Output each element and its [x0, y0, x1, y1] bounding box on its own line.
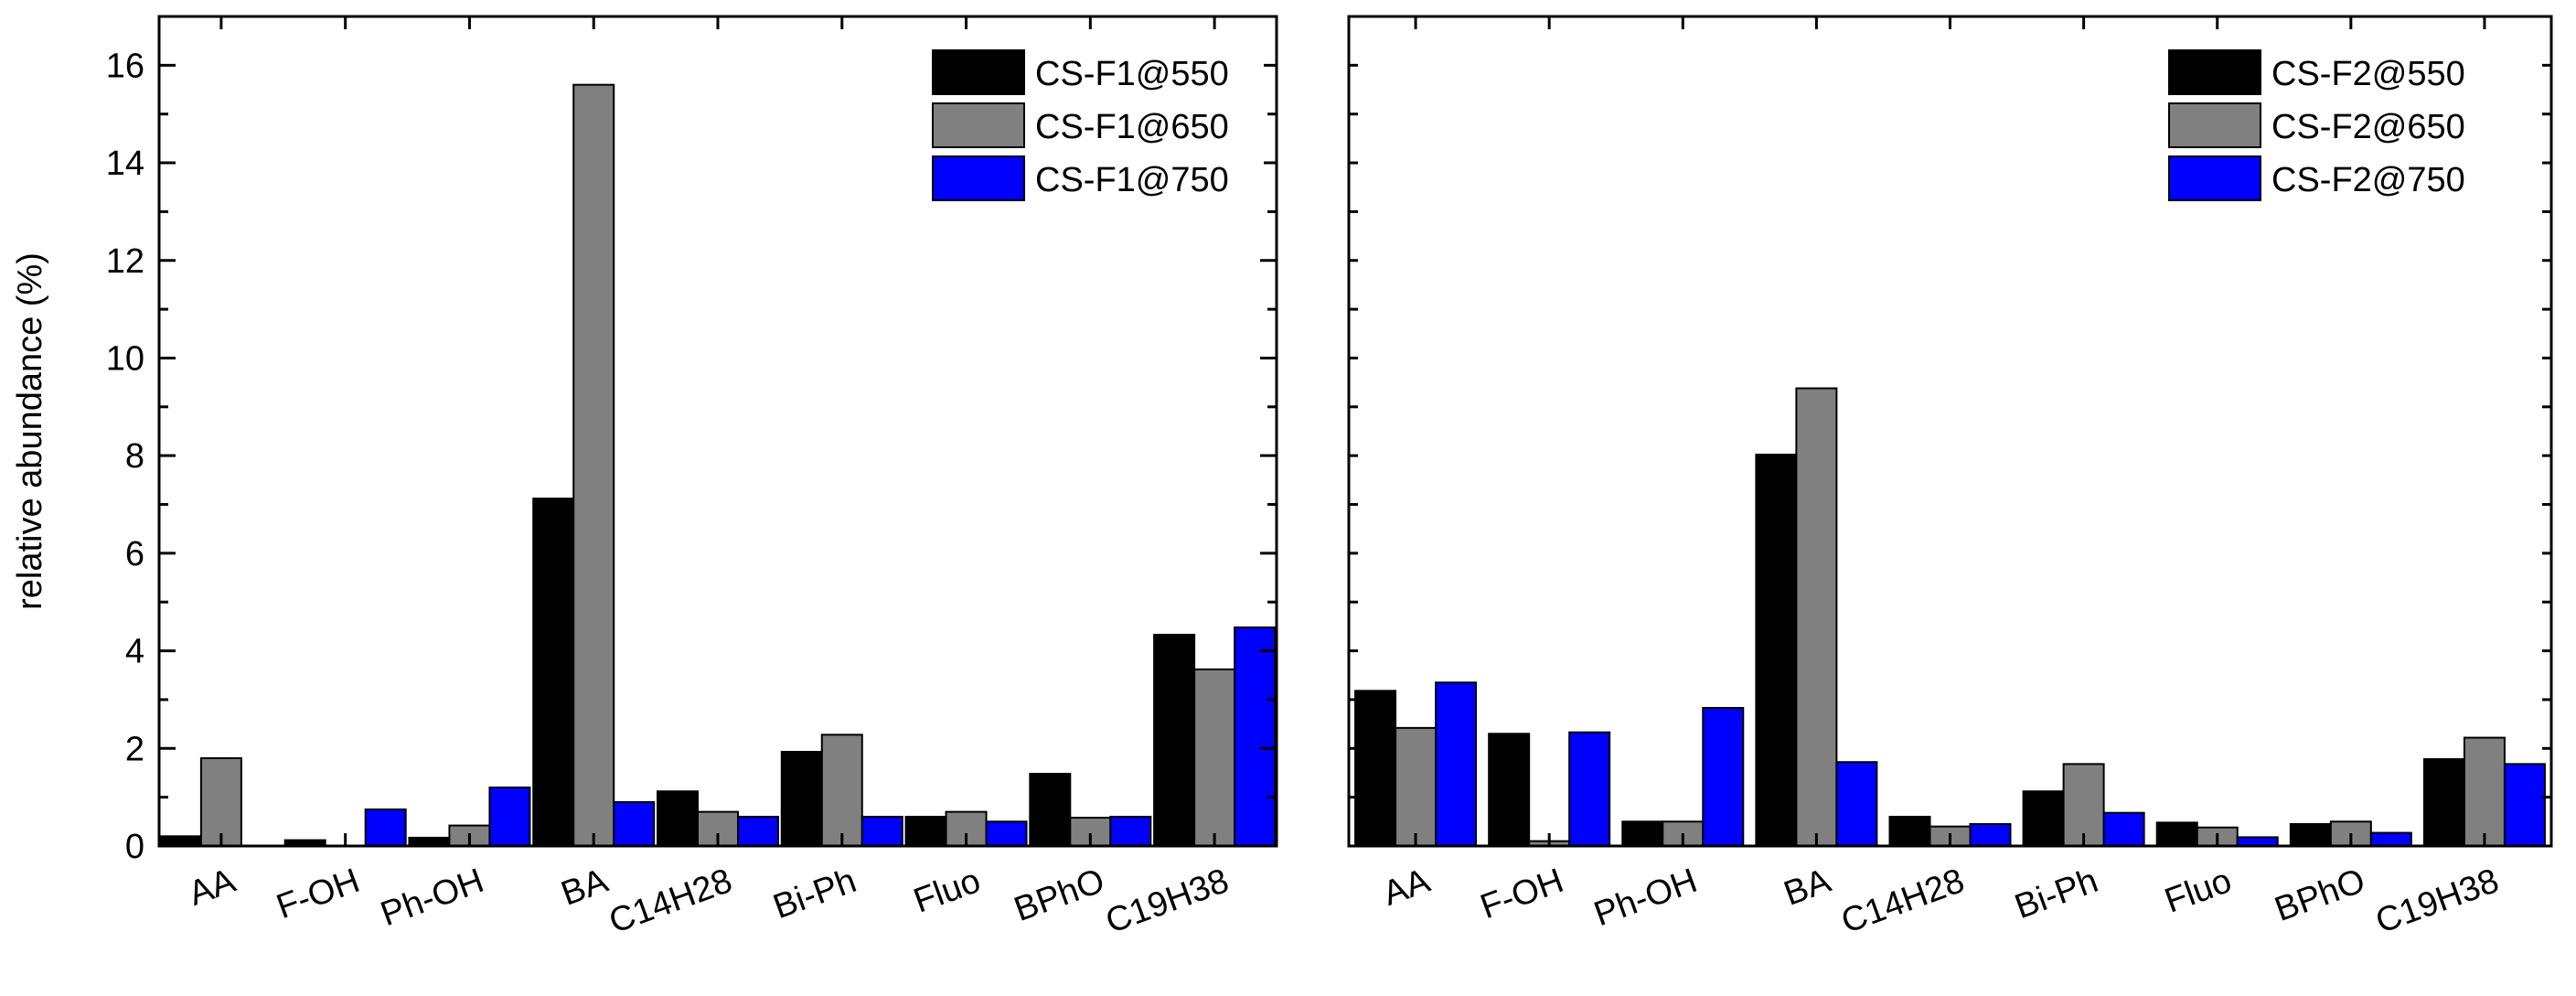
bar-cs-f2-750-c19h38 — [2503, 763, 2546, 847]
category-label-fluo: Fluo — [2160, 862, 2237, 921]
category-label-c19h38: C19H38 — [2371, 862, 2504, 941]
bar-cs-f2-550-c19h38 — [2422, 758, 2465, 848]
category-label-fluo: Fluo — [909, 862, 986, 921]
category-label-f-oh: F-OH — [1476, 862, 1569, 926]
legend-label-cs-f1-550: CS-F1@550 — [1035, 55, 1229, 93]
category-label-bpho: BPhO — [2270, 862, 2370, 929]
legend-swatch-cs-f2-750 — [2168, 155, 2261, 201]
bar-cs-f1-750-bpho — [1109, 815, 1152, 847]
bar-cs-f2-550-aa — [1354, 690, 1397, 848]
bar-cs-f2-750-ph-oh — [1702, 707, 1745, 848]
legend-label-cs-f2-650: CS-F2@650 — [2271, 108, 2465, 146]
bar-cs-f2-550-bpho — [2289, 822, 2332, 847]
category-label-ba: BA — [1779, 862, 1836, 914]
bar-cs-f1-750-f-oh — [364, 808, 407, 847]
legend-label-cs-f2-550: CS-F2@550 — [2271, 55, 2465, 93]
legend-label-cs-f2-750: CS-F2@750 — [2271, 161, 2465, 199]
legend-swatch-cs-f1-650 — [932, 102, 1025, 148]
bar-cs-f2-550-fluo — [2155, 821, 2198, 848]
y-tick-label: 10 — [106, 339, 144, 378]
bar-cs-f1-650-bi-ph — [820, 734, 863, 847]
y-tick-label: 2 — [125, 730, 144, 768]
bar-cs-f2-750-c14h28 — [1969, 822, 2012, 847]
category-label-bpho: BPhO — [1010, 862, 1110, 929]
legend-label-cs-f1-750: CS-F1@750 — [1035, 161, 1229, 199]
bar-cs-f1-650-aa — [199, 756, 242, 848]
bar-cs-f2-650-bi-ph — [2062, 763, 2105, 847]
y-tick-label: 0 — [125, 828, 144, 866]
category-label-f-oh: F-OH — [272, 862, 365, 926]
bar-cs-f2-750-bi-ph — [2102, 811, 2145, 847]
y-tick-label: 14 — [106, 145, 144, 183]
y-tick-label: 4 — [125, 633, 144, 671]
bar-cs-f1-550-bi-ph — [780, 751, 823, 848]
bar-cs-f2-750-aa — [1435, 681, 1478, 848]
bar-cs-f2-550-ba — [1755, 454, 1798, 847]
category-label-c14h28: C14H28 — [1836, 862, 1969, 941]
bar-cs-f1-750-bi-ph — [860, 815, 903, 847]
y-tick-label: 8 — [125, 437, 144, 476]
bar-cs-f1-750-c14h28 — [737, 815, 779, 847]
bar-cs-f1-550-aa — [159, 835, 202, 848]
y-axis-title: relative abundance (%) — [11, 252, 49, 610]
bar-cs-f1-550-ba — [532, 498, 575, 847]
legend-swatch-cs-f1-550 — [932, 49, 1025, 95]
bar-cs-f2-550-c14h28 — [1888, 815, 1931, 847]
legend: CS-F2@550 CS-F2@650 CS-F2@750 — [2162, 45, 2539, 209]
bar-cs-f1-650-c19h38 — [1193, 668, 1236, 847]
bar-cs-f1-750-fluo — [985, 820, 1028, 848]
category-label-bi-ph: Bi-Ph — [768, 862, 861, 926]
bar-cs-f1-650-ba — [572, 83, 615, 847]
category-label-c19h38: C19H38 — [1101, 862, 1234, 941]
legend-swatch-cs-f2-550 — [2168, 49, 2261, 95]
y-tick-label: 16 — [106, 47, 144, 85]
bar-cs-f1-550-fluo — [904, 815, 947, 847]
y-tick-label: 12 — [106, 242, 144, 281]
bar-cs-f1-750-ba — [613, 800, 656, 847]
bar-cs-f2-650-aa — [1395, 726, 1438, 848]
bar-cs-f2-750-bpho — [2369, 831, 2412, 848]
bar-cs-f2-550-bi-ph — [2022, 790, 2065, 847]
category-label-ph-oh: Ph-OH — [376, 862, 489, 934]
right-panel: AA F-OH Ph-OH BA C14H28 Bi-Ph Fluo BPhO C19H38 CS… — [1347, 15, 2553, 941]
legend: CS-F1@550 CS-F1@650 CS-F1@750 — [925, 45, 1264, 209]
bar-cs-f1-550-c14h28 — [657, 790, 699, 847]
bar-cs-f2-650-ba — [1795, 387, 1838, 847]
legend-swatch-cs-f2-650 — [2168, 102, 2261, 148]
y-tick-label: 6 — [125, 535, 144, 573]
bar-cs-f1-750-ph-oh — [488, 786, 531, 847]
category-label-aa: AA — [1378, 862, 1436, 914]
bar-cs-f1-550-bpho — [1029, 773, 1072, 847]
category-label-ph-oh: Ph-OH — [1589, 862, 1703, 934]
bar-cs-f2-750-f-oh — [1568, 731, 1611, 847]
bar-cs-f2-550-ph-oh — [1621, 820, 1664, 848]
left-panel: 0 2 4 6 8 10 12 14 16 relative abundance (%) AA F-O… — [11, 15, 1278, 941]
bar-cs-f1-550-c19h38 — [1153, 633, 1196, 847]
category-label-aa: AA — [184, 862, 241, 914]
legend-swatch-cs-f1-750 — [932, 155, 1025, 201]
category-label-c14h28: C14H28 — [604, 862, 737, 941]
bar-cs-f1-750-c19h38 — [1234, 626, 1277, 847]
bar-cs-f2-550-f-oh — [1488, 733, 1531, 847]
bar-cs-f2-650-c19h38 — [2463, 736, 2506, 847]
bar-cs-f2-750-ba — [1835, 761, 1878, 847]
legend-label-cs-f1-650: CS-F1@650 — [1035, 108, 1229, 146]
category-label-bi-ph: Bi-Ph — [2010, 862, 2103, 926]
